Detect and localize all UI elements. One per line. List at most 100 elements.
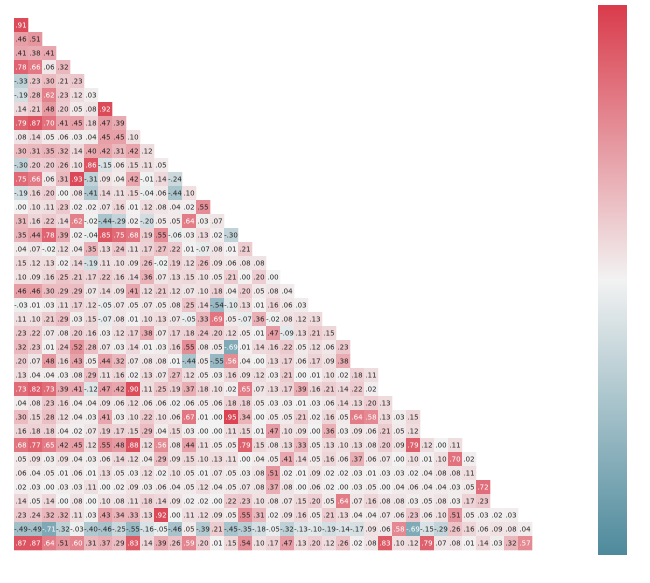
heatmap-cell-value: .21 [379,428,390,436]
heatmap-cell [84,368,99,383]
heatmap-cell-value: -.31 [84,176,98,184]
heatmap-cell [14,200,29,215]
heatmap-cell-value: .04 [71,246,83,254]
heatmap-cell [238,522,253,537]
heatmap-cell-value: .11 [85,484,96,492]
heatmap-cell [280,312,295,327]
heatmap-cell [42,494,57,509]
heatmap-cell [238,256,253,271]
heatmap-cell [84,228,99,243]
heatmap-cell-value: .37 [267,484,278,492]
heatmap-cell [140,424,155,439]
heatmap-cell-value: .16 [225,372,237,380]
heatmap-cell [70,312,85,327]
heatmap-cell [308,312,323,327]
heatmap-cell-value: .05 [309,456,320,464]
heatmap-cell-value: .21 [281,372,292,380]
heatmap-cell-value: .17 [127,330,138,338]
heatmap-cell [308,368,323,383]
heatmap-cell-value: .09 [113,288,124,296]
heatmap-cell [56,312,71,327]
heatmap-cell [140,144,155,159]
heatmap-cell-value: .68 [127,232,138,240]
heatmap-cell-value: .32 [505,540,516,548]
heatmap-cell-value: .05 [43,470,54,478]
heatmap-cell-value: .03 [449,484,460,492]
heatmap-cell [42,60,57,75]
heatmap-cell-value: .06 [169,414,181,422]
heatmap-cell [98,270,113,285]
heatmap-cell [28,382,43,397]
heatmap-cell [70,88,85,103]
heatmap-cell-value: .20 [43,162,54,170]
heatmap-cell [154,186,169,201]
heatmap-cell [168,494,183,509]
heatmap-cell [196,410,211,425]
heatmap-cell [182,326,197,341]
heatmap-cell [98,494,113,509]
heatmap-cell [434,522,449,537]
heatmap-cell [210,284,225,299]
heatmap-cell-value: -.14 [336,526,350,534]
heatmap-cell [14,508,29,523]
heatmap-cell [42,116,57,131]
heatmap-cell-value: .08 [393,498,404,506]
heatmap-cell [266,480,281,495]
heatmap-cell-value: -.49 [14,526,28,534]
heatmap-cell-value: .29 [141,428,152,436]
heatmap-cell-value: .02 [281,470,292,478]
heatmap-cell [28,396,43,411]
heatmap-cell-value: .01 [197,414,208,422]
heatmap-cell-value: -.54 [210,302,224,310]
heatmap-cell-value: .73 [15,386,26,394]
heatmap-cell [28,158,43,173]
heatmap-cell-value: -.44 [182,358,196,366]
heatmap-cell [84,116,99,131]
heatmap-cell [336,354,351,369]
heatmap-cell [378,438,393,453]
heatmap-cell [252,480,267,495]
heatmap-cell [98,536,113,551]
heatmap-cell [56,382,71,397]
heatmap-cell [42,186,57,201]
heatmap-cell [238,298,253,313]
heatmap-cell-value: .12 [225,330,236,338]
heatmap-cell-value: .10 [127,414,138,422]
heatmap-cell-value: .08 [253,470,264,478]
heatmap-cell-value: .04 [43,372,55,380]
heatmap-cell [196,228,211,243]
heatmap-cell [224,522,239,537]
heatmap-cell [238,480,253,495]
heatmap-cell-value: .01 [239,344,250,352]
heatmap-cell [336,396,351,411]
heatmap-cell-value: .07 [239,484,250,492]
heatmap-cell [168,172,183,187]
heatmap-cell [14,228,29,243]
heatmap-cell [434,466,449,481]
heatmap-cell-value: .45 [71,442,82,450]
heatmap-cell [154,256,169,271]
heatmap-cell [140,396,155,411]
heatmap-cell [210,424,225,439]
heatmap-cell-value: .54 [239,540,251,548]
heatmap-cell-value: .83 [127,540,138,548]
heatmap-cell [210,382,225,397]
heatmap-cell-value: .11 [225,456,236,464]
heatmap-cell [28,130,43,145]
heatmap-cell-value: .58 [365,414,376,422]
heatmap-cell [98,284,113,299]
heatmap-cell-value: .55 [155,232,166,240]
heatmap-cell [322,452,337,467]
heatmap-cell [70,144,85,159]
heatmap-cell-value: .04 [421,470,433,478]
heatmap-cell [182,480,197,495]
heatmap-cell [322,480,337,495]
heatmap-cell [252,284,267,299]
heatmap-cell [196,284,211,299]
heatmap-cell-value: .04 [169,484,181,492]
heatmap-cell-value: .02 [127,372,138,380]
heatmap-cell [280,480,295,495]
heatmap-cell-value: .08 [449,540,460,548]
heatmap-cell-value: .18 [211,288,222,296]
heatmap-cell-value: -.02 [84,218,98,226]
